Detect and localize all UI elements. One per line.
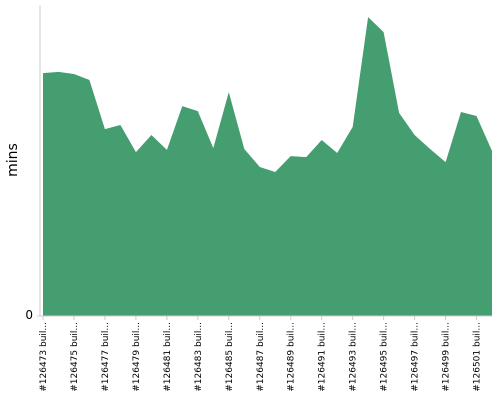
x-tick-label: #126475 buil... [70, 322, 80, 392]
x-tick-label: #126495 buil... [380, 322, 390, 392]
x-tick-label: #126487 buil... [256, 322, 266, 392]
x-tick-label: #126477 buil... [101, 322, 111, 392]
x-tick-label: #126499 buil... [442, 322, 452, 392]
x-tick-label: #126497 buil... [411, 322, 421, 392]
x-tick-label: #126491 buil... [318, 322, 328, 392]
x-tick-label: #126485 buil... [225, 322, 235, 392]
y-tick-label: 0 [25, 308, 33, 322]
x-tick-label: #126481 buil... [163, 322, 173, 392]
x-tick-label: #126479 buil... [132, 322, 142, 392]
x-tick-label: #126473 buil... [39, 322, 49, 392]
x-tick-label: #126483 buil... [194, 322, 204, 392]
x-tick-label: #126489 buil... [287, 322, 297, 392]
area [43, 17, 492, 316]
x-tick-label: #126493 buil... [349, 322, 359, 392]
y-axis-label: mins [5, 143, 21, 177]
x-tick-label: #126501 buil... [473, 322, 483, 392]
